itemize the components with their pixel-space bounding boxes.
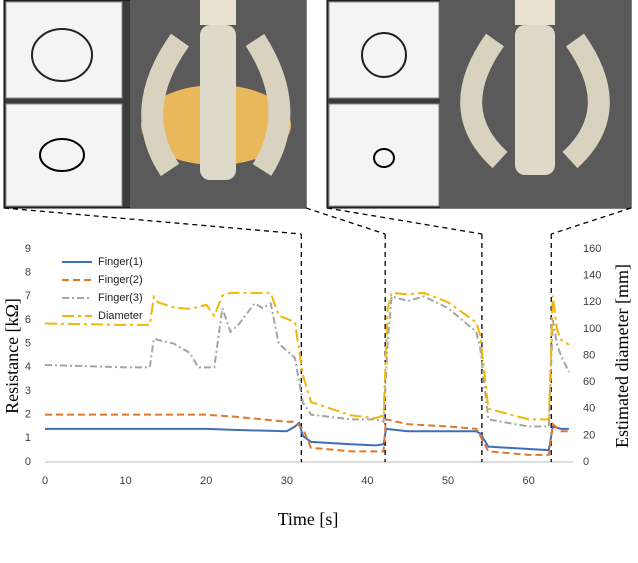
y2-tick-label: 100 [583,323,601,335]
photo-left [3,0,307,209]
series-line [44,295,570,428]
y-tick-label: 7 [25,290,31,302]
series-line [45,421,569,452]
window [328,1,440,99]
y-tick-label: 9 [25,243,31,255]
finger [200,25,236,180]
y2-tick-label: 60 [583,376,595,388]
window [5,103,123,207]
y-tick-label: 0 [25,456,31,468]
legend-label: Finger(3) [98,292,143,304]
legend-label: Finger(2) [98,274,143,286]
y-tick-label: 8 [25,267,31,279]
zoom-line [3,207,302,235]
x-tick-label: 50 [442,475,454,487]
y2-tick-label: 80 [583,349,595,361]
legend-label: Finger(1) [98,256,143,268]
finger [141,33,190,177]
series-line [45,413,569,456]
photo-right [326,0,632,209]
y-tick-label: 1 [25,432,31,444]
y2-axis-label: Estimated diameter [mm] [612,264,632,448]
finger [245,34,291,176]
series-line [44,291,570,421]
x-tick-label: 0 [42,475,48,487]
finger [460,33,508,169]
x-axis-label: Time [s] [278,509,339,529]
finger [562,33,610,169]
legend-label: Diameter [98,310,143,322]
y-tick-label: 4 [25,361,31,373]
y2-tick-label: 40 [583,403,595,415]
sketch [31,28,93,82]
x-tick-label: 40 [361,475,373,487]
sketch [373,148,395,168]
zoom-line [551,207,632,235]
x-tick-label: 30 [281,475,293,487]
y-tick-label: 6 [25,314,31,326]
y2-tick-label: 120 [583,296,601,308]
sketch [361,32,407,78]
zoom-line [326,207,483,235]
y-axis-label: Resistance [kΩ] [2,298,22,414]
x-tick-label: 20 [200,475,212,487]
y-tick-label: 3 [25,385,31,397]
finger [515,25,555,175]
window [328,103,440,207]
y2-tick-label: 140 [583,270,601,282]
rope [200,0,236,25]
y2-tick-label: 0 [583,456,589,468]
sketch [39,138,85,172]
y2-tick-label: 20 [583,429,595,441]
zoom-line [305,207,386,235]
x-tick-label: 60 [523,475,535,487]
y-tick-label: 2 [25,409,31,421]
x-tick-label: 10 [119,475,131,487]
rope [515,0,555,25]
y2-tick-label: 160 [583,243,601,255]
window [5,1,123,99]
y-tick-label: 5 [25,338,31,350]
